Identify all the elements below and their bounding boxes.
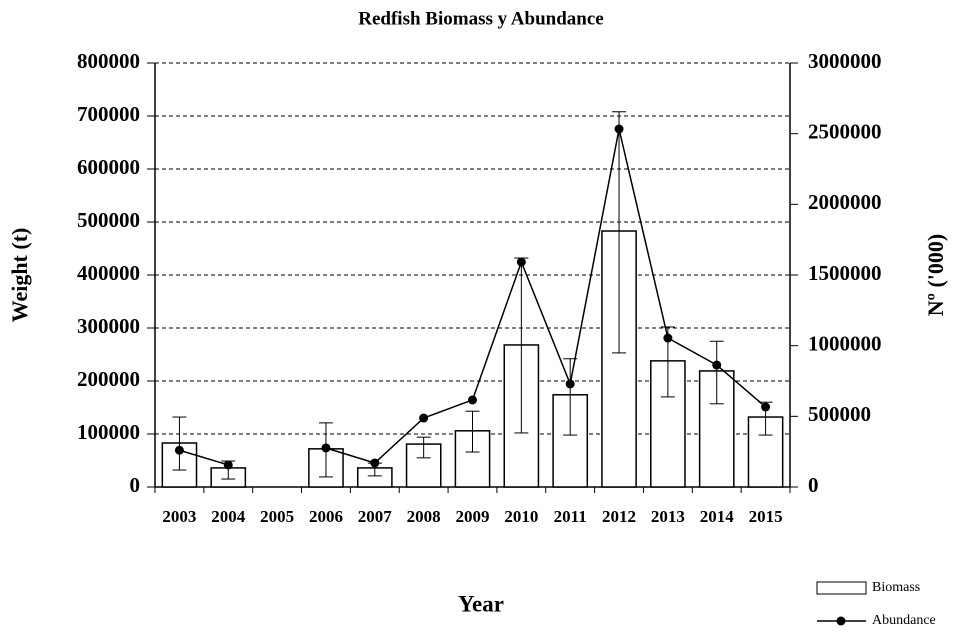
x-tick-label: 2009: [456, 507, 490, 526]
line: [179, 128, 767, 466]
point: [419, 413, 429, 423]
y-tick-label: 100000: [77, 420, 140, 444]
point: [370, 458, 380, 468]
x-tick-label: 2006: [309, 507, 343, 526]
legend-marker: [836, 616, 846, 626]
y2-tick-label: 3000000: [808, 49, 882, 73]
y2-tick-label: 500000: [808, 402, 871, 426]
y2-tick-label: 2500000: [808, 119, 882, 143]
legend-swatch: [816, 581, 867, 595]
x-axis-label: Year: [458, 591, 504, 616]
y-axis-label: Weight (t): [7, 228, 32, 323]
point: [761, 402, 771, 412]
x-tick-label: 2004: [211, 507, 246, 526]
y2-tick-label: 0: [808, 473, 819, 497]
y-tick-label: 500000: [77, 208, 140, 232]
x-tick-label: 2007: [358, 507, 393, 526]
point: [712, 360, 722, 370]
point: [614, 124, 624, 134]
y-tick-label: 200000: [77, 367, 140, 391]
x-tick-label: 2010: [504, 507, 538, 526]
legend-label: Abundance: [872, 613, 936, 628]
y-tick-label: 0: [130, 473, 141, 497]
point: [663, 333, 673, 343]
point: [174, 445, 184, 455]
point: [468, 395, 477, 405]
point: [565, 379, 575, 389]
y2-axis-label: Nº ('000): [923, 234, 948, 316]
chart-title: Redfish Biomass y Abundance: [358, 8, 603, 29]
y-tick-label: 400000: [77, 261, 140, 285]
x-tick-label: 2011: [554, 507, 587, 526]
y-tick-label: 300000: [77, 314, 140, 338]
y-tick-label: 700000: [77, 102, 140, 126]
point: [321, 443, 331, 453]
y2-tick-label: 1500000: [808, 261, 882, 285]
x-tick-label: 2014: [700, 507, 735, 526]
y-tick-label: 800000: [77, 49, 140, 73]
y2-tick-label: 1000000: [808, 331, 882, 355]
legend-label: Biomass: [872, 580, 920, 595]
y2-tick-label: 2000000: [808, 190, 882, 214]
x-tick-label: 2012: [602, 507, 636, 526]
point: [223, 460, 233, 470]
x-tick-label: 2015: [749, 507, 783, 526]
x-tick-label: 2008: [407, 507, 441, 526]
x-tick-label: 2005: [260, 507, 294, 526]
x-tick-label: 2003: [162, 507, 196, 526]
x-tick-label: 2013: [651, 507, 685, 526]
y-tick-label: 600000: [77, 155, 140, 179]
point: [516, 257, 526, 267]
